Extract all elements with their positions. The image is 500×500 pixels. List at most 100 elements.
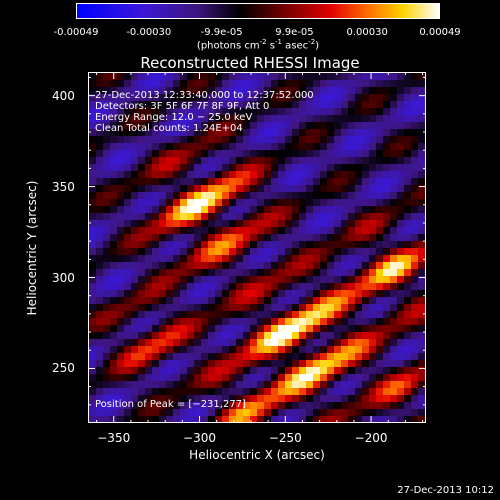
heatmap-cell bbox=[306, 409, 313, 416]
heatmap-cell bbox=[404, 346, 411, 353]
heatmap-cell bbox=[187, 234, 194, 241]
heatmap-cell bbox=[173, 276, 180, 283]
heatmap-cell bbox=[117, 367, 124, 374]
heatmap-cell bbox=[96, 367, 103, 374]
heatmap-cell bbox=[117, 171, 124, 178]
heatmap-cell bbox=[383, 409, 390, 416]
heatmap-cell bbox=[327, 108, 334, 115]
heatmap-cell bbox=[292, 87, 299, 94]
heatmap-cell bbox=[173, 262, 180, 269]
heatmap-cell bbox=[173, 73, 180, 80]
heatmap-cell bbox=[327, 199, 334, 206]
heatmap-cell bbox=[285, 234, 292, 241]
heatmap-cell bbox=[180, 94, 187, 101]
heatmap-cell bbox=[257, 94, 264, 101]
heatmap-cell bbox=[313, 157, 320, 164]
heatmap-cell bbox=[222, 332, 229, 339]
heatmap-cell bbox=[96, 262, 103, 269]
heatmap-cell bbox=[418, 304, 425, 311]
heatmap-cell bbox=[348, 395, 355, 402]
heatmap-cell bbox=[271, 339, 278, 346]
heatmap-cell bbox=[418, 136, 425, 143]
heatmap-cell bbox=[96, 339, 103, 346]
heatmap-cell bbox=[166, 388, 173, 395]
heatmap-cell bbox=[103, 241, 110, 248]
heatmap-cell bbox=[411, 129, 418, 136]
heatmap-cell bbox=[103, 220, 110, 227]
heatmap-cell bbox=[187, 150, 194, 157]
heatmap-cell bbox=[320, 157, 327, 164]
heatmap-cell bbox=[103, 178, 110, 185]
heatmap-cell bbox=[362, 94, 369, 101]
heatmap-cell bbox=[229, 409, 236, 416]
heatmap-cell bbox=[138, 402, 145, 409]
heatmap-cell bbox=[180, 101, 187, 108]
heatmap-cell bbox=[285, 206, 292, 213]
heatmap-cell bbox=[152, 402, 159, 409]
heatmap-cell bbox=[271, 150, 278, 157]
heatmap-cell bbox=[215, 220, 222, 227]
heatmap-cell bbox=[96, 171, 103, 178]
heatmap-cell bbox=[264, 269, 271, 276]
heatmap-cell bbox=[215, 346, 222, 353]
heatmap-cell bbox=[243, 157, 250, 164]
heatmap-cell bbox=[257, 185, 264, 192]
heatmap-cell bbox=[89, 311, 96, 318]
heatmap-cell bbox=[96, 304, 103, 311]
heatmap-cell bbox=[348, 73, 355, 80]
heatmap-cell bbox=[201, 297, 208, 304]
heatmap-cell bbox=[159, 360, 166, 367]
heatmap-cell bbox=[131, 325, 138, 332]
heatmap-cell bbox=[117, 346, 124, 353]
heatmap-cell bbox=[152, 360, 159, 367]
heatmap-cell bbox=[264, 115, 271, 122]
heatmap-cell bbox=[313, 213, 320, 220]
heatmap-cell bbox=[236, 185, 243, 192]
heatmap-cell bbox=[348, 87, 355, 94]
heatmap-cell bbox=[124, 409, 131, 416]
heatmap-cell bbox=[187, 241, 194, 248]
heatmap-cell bbox=[327, 311, 334, 318]
heatmap-cell bbox=[341, 206, 348, 213]
heatmap-cell bbox=[355, 164, 362, 171]
heatmap-cell bbox=[362, 241, 369, 248]
heatmap-cell bbox=[138, 164, 145, 171]
heatmap-cell bbox=[334, 213, 341, 220]
heatmap-cell bbox=[208, 241, 215, 248]
heatmap-cell bbox=[320, 199, 327, 206]
heatmap-cell bbox=[334, 297, 341, 304]
heatmap-cell bbox=[229, 241, 236, 248]
heatmap-cell bbox=[404, 360, 411, 367]
heatmap-cell bbox=[355, 318, 362, 325]
heatmap-cell bbox=[208, 255, 215, 262]
heatmap-cell bbox=[187, 381, 194, 388]
heatmap-cell bbox=[285, 297, 292, 304]
heatmap-cell bbox=[250, 171, 257, 178]
heatmap-cell bbox=[243, 220, 250, 227]
heatmap-cell bbox=[376, 129, 383, 136]
heatmap-cell bbox=[89, 94, 96, 101]
heatmap-cell bbox=[362, 164, 369, 171]
heatmap-cell bbox=[418, 311, 425, 318]
heatmap-cell bbox=[89, 332, 96, 339]
heatmap-cell bbox=[166, 269, 173, 276]
heatmap-cell bbox=[285, 402, 292, 409]
heatmap-cell bbox=[271, 360, 278, 367]
heatmap-cell bbox=[397, 73, 404, 80]
heatmap-cell bbox=[187, 164, 194, 171]
heatmap-cell bbox=[138, 129, 145, 136]
heatmap-cell bbox=[222, 276, 229, 283]
heatmap-cell bbox=[243, 297, 250, 304]
heatmap-cell bbox=[397, 304, 404, 311]
heatmap-cell bbox=[110, 283, 117, 290]
heatmap-cell bbox=[313, 255, 320, 262]
heatmap-cell bbox=[145, 248, 152, 255]
heatmap-cell bbox=[390, 87, 397, 94]
heatmap-cell bbox=[152, 234, 159, 241]
heatmap-cell bbox=[278, 353, 285, 360]
heatmap-cell bbox=[222, 339, 229, 346]
heatmap-cell bbox=[103, 276, 110, 283]
heatmap-cell bbox=[313, 101, 320, 108]
heatmap-cell bbox=[362, 297, 369, 304]
heatmap-cell bbox=[194, 318, 201, 325]
